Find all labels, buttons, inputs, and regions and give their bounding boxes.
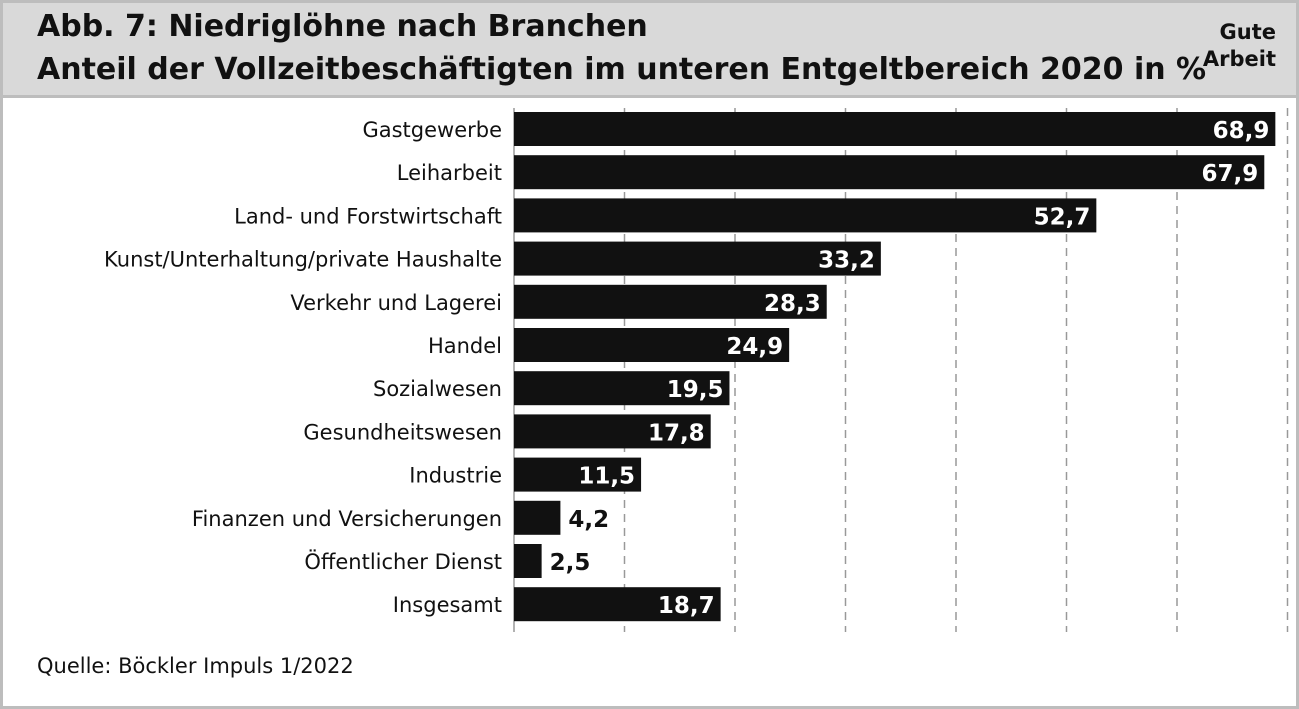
category-label: Gesundheitswesen [303, 420, 502, 444]
category-label: Gastgewerbe [362, 118, 502, 142]
value-label: 4,2 [568, 507, 609, 533]
category-label: Sozialwesen [373, 377, 502, 401]
chart-title: Abb. 7: Niedriglöhne nach Branchen [37, 9, 648, 44]
value-label: 33,2 [818, 248, 875, 274]
value-label: 68,9 [1213, 118, 1270, 144]
source-note: Quelle: Böckler Impuls 1/2022 [37, 654, 354, 678]
bar [514, 457, 642, 492]
category-label: Verkehr und Lagerei [290, 291, 502, 315]
value-label: 11,5 [578, 464, 635, 490]
bar [514, 284, 827, 319]
bar [514, 112, 1276, 146]
category-label: Industrie [409, 464, 502, 488]
category-label: Kunst/Unterhaltung/private Haushalte [104, 248, 502, 272]
value-label: 17,8 [648, 420, 705, 446]
value-label: 2,5 [550, 550, 591, 576]
category-label: Öffentlicher Dienst [304, 549, 502, 574]
value-label: 28,3 [764, 291, 821, 317]
category-label: Insgesamt [393, 593, 502, 617]
category-label: Land- und Forstwirtschaft [234, 204, 502, 228]
bar [514, 155, 1265, 190]
chart-subtitle: Anteil der Vollzeitbeschäftigten im unte… [37, 52, 1207, 87]
category-label: Finanzen und Versicherungen [192, 507, 502, 531]
bar [514, 328, 790, 362]
value-label: 18,7 [658, 593, 715, 619]
bar [514, 414, 711, 449]
value-label: 52,7 [1034, 204, 1091, 230]
bar [514, 371, 730, 406]
category-label: Handel [428, 334, 502, 358]
brand-label: Gute Arbeit [1202, 20, 1276, 71]
bar [514, 198, 1097, 233]
value-label: 67,9 [1202, 161, 1259, 187]
value-label: 24,9 [726, 334, 783, 360]
bar [514, 587, 721, 622]
value-label: 19,5 [667, 377, 724, 403]
bar [514, 544, 542, 578]
bar [514, 500, 561, 535]
bar [514, 241, 881, 276]
category-label: Leiharbeit [397, 161, 502, 185]
chart-header: Abb. 7: Niedriglöhne nach Branchen Antei… [3, 3, 1296, 98]
